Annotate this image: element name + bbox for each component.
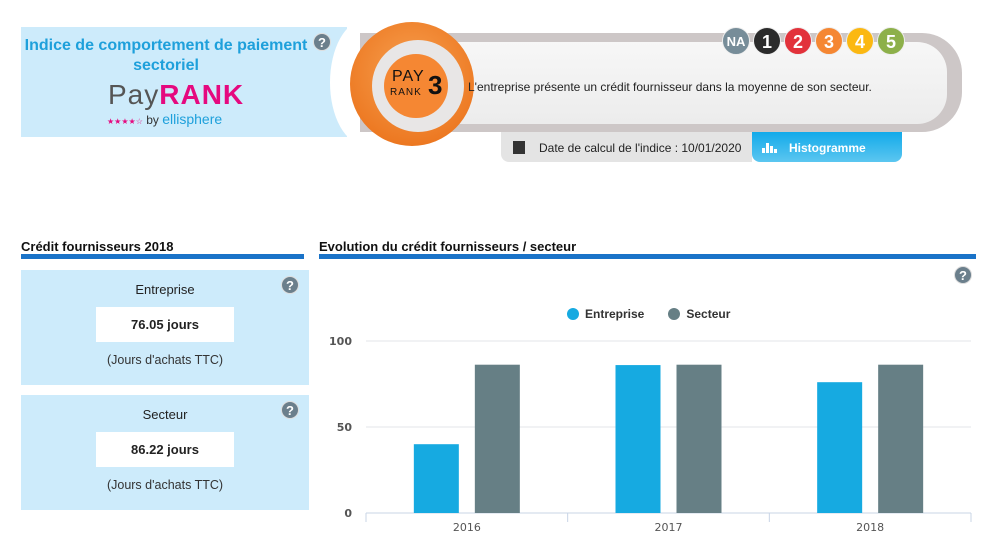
- card-value: 76.05 jours: [96, 307, 234, 342]
- rank-scale: NA 1 2 3 4 5: [722, 27, 905, 55]
- logo-ellisphere: ellisphere: [162, 111, 223, 127]
- histogram-button[interactable]: Histogramme: [752, 132, 902, 162]
- date-label: Date de calcul de l'indice : 10/01/2020: [539, 141, 742, 155]
- payrank-badge: PAY RANK 3: [384, 54, 448, 118]
- legend-item-secteur[interactable]: Secteur: [668, 307, 730, 321]
- help-icon[interactable]: ?: [281, 401, 299, 419]
- card-label: Secteur: [142, 407, 188, 422]
- y-tick-label: 50: [337, 421, 353, 434]
- histogram-label: Histogramme: [789, 141, 866, 155]
- bar-secteur-2018: [878, 364, 924, 513]
- badge-pay: PAY: [392, 68, 425, 85]
- payrank-brand-panel: Indice de comportement de paiement secto…: [21, 27, 347, 137]
- brand-title: Indice de comportement de paiement secto…: [24, 37, 308, 74]
- x-tick-label: 2018: [856, 521, 884, 534]
- y-tick-label: 100: [329, 335, 352, 348]
- ellisphere-logo: ★★★★☆ by ellisphere: [107, 111, 222, 127]
- rank-message: L'entreprise présente un crédit fourniss…: [468, 80, 872, 94]
- card-unit: (Jours d'achats TTC): [106, 478, 224, 492]
- bar-chart-icon: [762, 143, 777, 153]
- x-tick-label: 2017: [655, 521, 683, 534]
- payrank-logo: PayRANK: [108, 79, 244, 111]
- rank-scale-na: NA: [722, 27, 750, 55]
- rank-banner-inner: [380, 42, 947, 124]
- rank-scale-2: 2: [784, 27, 812, 55]
- entreprise-card: Entreprise 76.05 jours (Jours d'achats T…: [21, 270, 309, 385]
- chart-legend: Entreprise Secteur: [567, 307, 730, 321]
- bar-entreprise-2018: [817, 382, 863, 513]
- y-tick-label: 0: [344, 507, 352, 520]
- logo-by: by: [146, 113, 159, 127]
- bar-entreprise-2016: [413, 444, 459, 513]
- evolution-divider: [319, 254, 976, 259]
- rank-scale-1: 1: [753, 27, 781, 55]
- logo-rank-text: RANK: [159, 79, 245, 110]
- bar-secteur-2016: [474, 364, 520, 513]
- rank-scale-3: 3: [815, 27, 843, 55]
- credit-section-title: Crédit fournisseurs 2018: [21, 239, 174, 254]
- bar-entreprise-2017: [615, 365, 661, 513]
- legend-label: Secteur: [686, 307, 731, 321]
- card-label: Entreprise: [135, 282, 195, 297]
- help-icon[interactable]: ?: [954, 266, 972, 284]
- rank-scale-5: 5: [877, 27, 905, 55]
- logo-pay-text: Pay: [108, 79, 160, 110]
- card-value: 86.22 jours: [96, 432, 234, 467]
- secteur-card: Secteur 86.22 jours (Jours d'achats TTC)…: [21, 395, 309, 510]
- card-unit: (Jours d'achats TTC): [106, 353, 224, 367]
- bar-secteur-2017: [676, 364, 722, 513]
- help-icon[interactable]: ?: [281, 276, 299, 294]
- rank-scale-4: 4: [846, 27, 874, 55]
- credit-divider: [21, 254, 304, 259]
- x-tick-label: 2016: [453, 521, 481, 534]
- badge-rank: RANK: [390, 87, 422, 98]
- calendar-icon: [513, 141, 525, 154]
- bar-chart: 0 50 100 2016 2017 2018: [329, 335, 972, 534]
- badge-rank-value: 3: [428, 70, 443, 100]
- stars-icon: ★★★★☆: [107, 117, 143, 126]
- legend-label: Entreprise: [585, 307, 645, 321]
- legend-item-entreprise[interactable]: Entreprise: [567, 307, 644, 321]
- calculation-date: Date de calcul de l'indice : 10/01/2020: [501, 132, 752, 162]
- evolution-section-title: Evolution du crédit fournisseurs / secte…: [319, 239, 577, 254]
- help-icon[interactable]: ?: [313, 33, 331, 51]
